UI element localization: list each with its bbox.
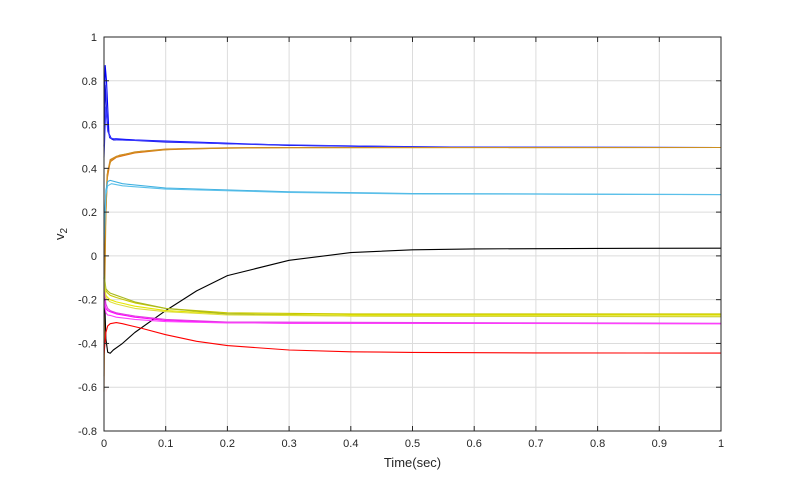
x-tick-label: 0.4 bbox=[343, 438, 358, 450]
y-tick-label: -0.2 bbox=[78, 295, 97, 307]
y-tick-label: -0.4 bbox=[78, 338, 97, 350]
series-line-3 bbox=[103, 106, 722, 158]
y-tick-label: 0.8 bbox=[82, 76, 97, 88]
series-line-13 bbox=[103, 277, 722, 315]
x-tick-label: 0.3 bbox=[281, 438, 296, 450]
ticks bbox=[103, 36, 722, 432]
y-axis-label-subscript: 2 bbox=[59, 228, 70, 234]
x-tick-label: 1 bbox=[718, 438, 724, 450]
y-tick-label: 0 bbox=[91, 251, 97, 263]
series-line-16 bbox=[103, 277, 722, 317]
y-axis-label: v2 bbox=[52, 228, 70, 241]
y-tick-labels: -0.8 -0.6 -0.4 -0.2 0 0.2 0.4 0.6 0.8 1 bbox=[78, 32, 97, 438]
series-line-6 bbox=[103, 146, 722, 344]
x-axis-label: Time(sec) bbox=[384, 455, 441, 470]
y-axis-label-main: v bbox=[52, 233, 67, 240]
x-tick-label: 0.2 bbox=[220, 438, 235, 450]
x-tick-label: 0.1 bbox=[158, 438, 173, 450]
x-tick-label: 0.5 bbox=[405, 438, 420, 450]
y-tick-label: 0.2 bbox=[82, 207, 97, 219]
series-group bbox=[103, 64, 722, 393]
series-line-8 bbox=[103, 183, 722, 246]
x-tick-label: 0.6 bbox=[467, 438, 482, 450]
y-tick-label: 1 bbox=[91, 32, 97, 44]
x-tick-label: 0.8 bbox=[590, 438, 605, 450]
x-tick-label: 0.7 bbox=[528, 438, 543, 450]
x-tick-label: 0 bbox=[101, 438, 107, 450]
y-tick-label: -0.8 bbox=[78, 426, 97, 438]
y-tick-label: -0.6 bbox=[78, 382, 97, 394]
series-line-12 bbox=[103, 288, 722, 324]
x-tick-label: 0.9 bbox=[652, 438, 667, 450]
y-tick-label: 0.6 bbox=[82, 120, 97, 132]
series-line-10 bbox=[103, 322, 722, 355]
series-line-17 bbox=[103, 299, 722, 325]
y-tick-label: 0.4 bbox=[82, 163, 97, 175]
series-line-9 bbox=[103, 247, 722, 354]
x-tick-labels: 0 0.1 0.2 0.3 0.4 0.5 0.6 0.7 0.8 0.9 1 bbox=[101, 438, 724, 450]
